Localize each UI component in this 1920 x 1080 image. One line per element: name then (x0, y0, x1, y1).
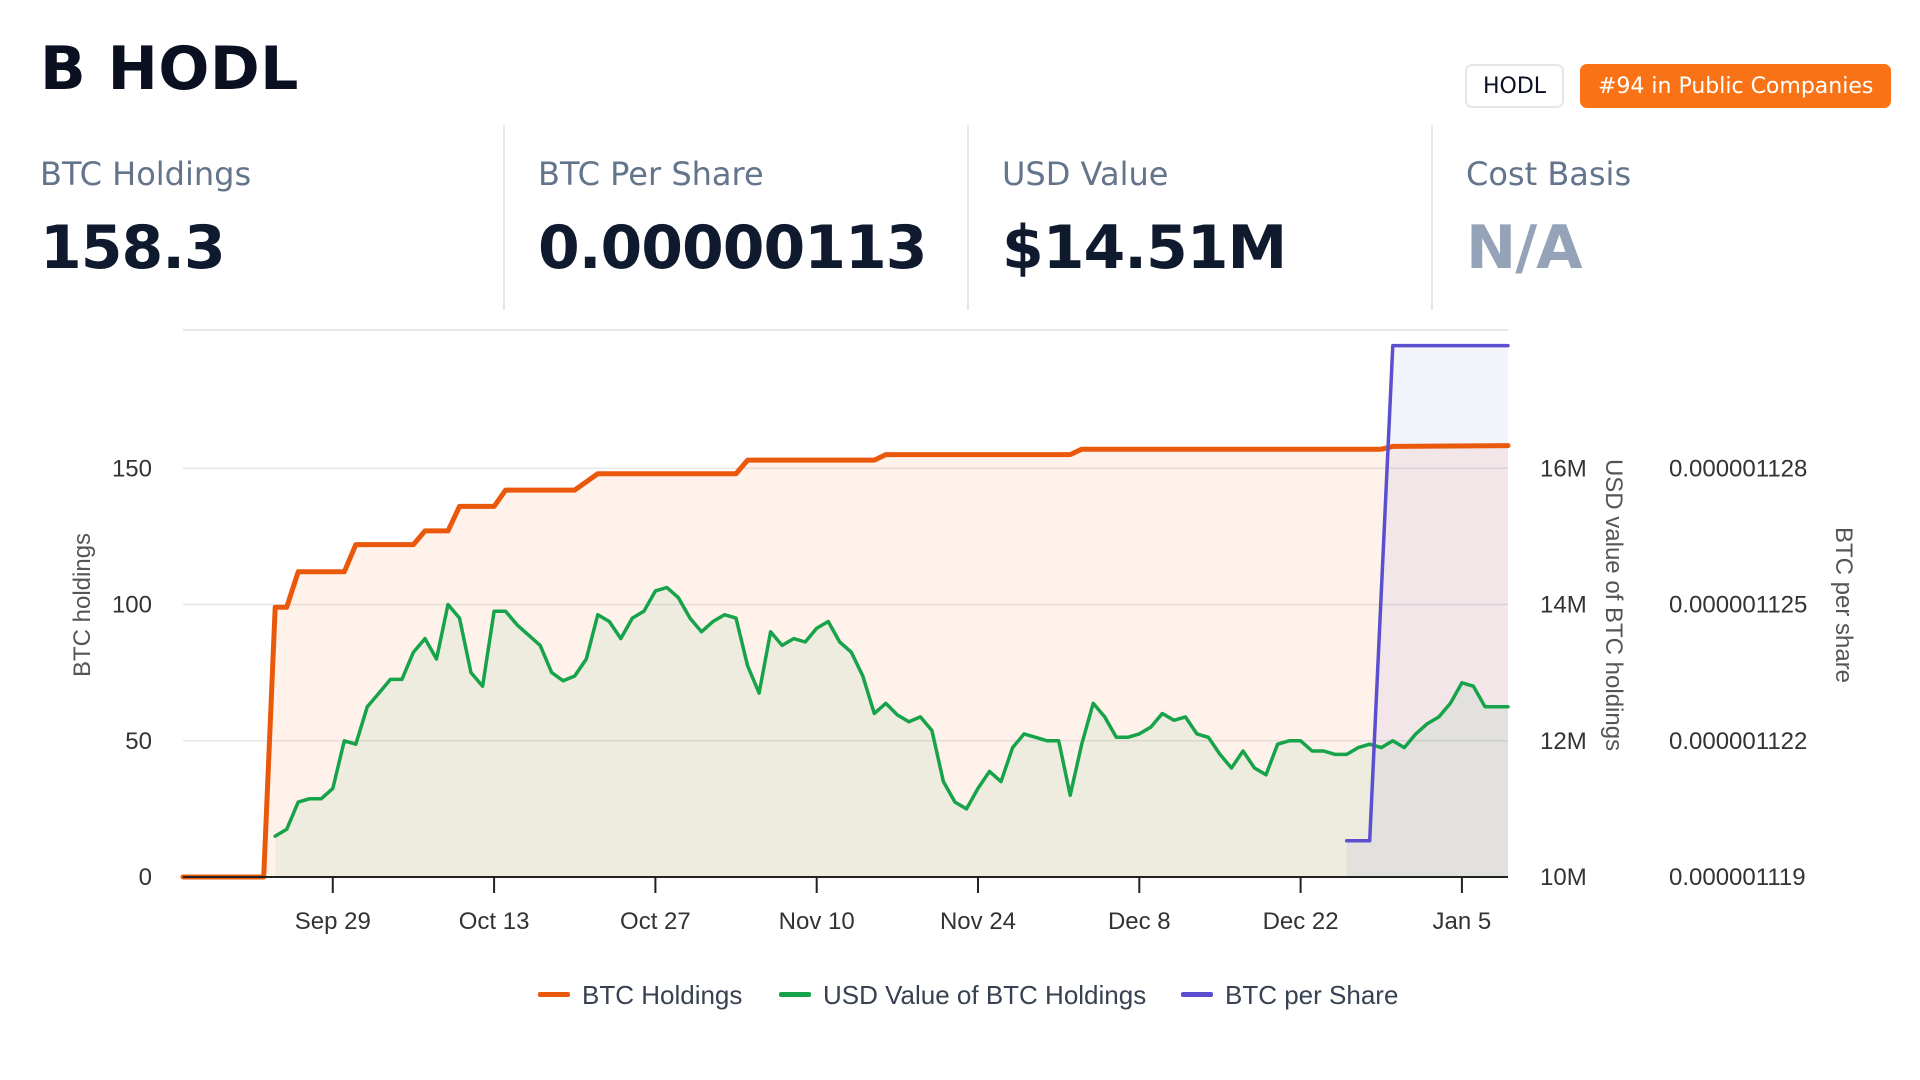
stat-label: USD Value (1002, 155, 1169, 193)
stat-divider (1431, 125, 1433, 310)
series-line-btc-holdings (180, 443, 1511, 880)
series-line-usd-value (273, 585, 1510, 838)
x-tick-label: Jan 5 (1433, 908, 1492, 935)
x-tick-label: Dec 22 (1263, 908, 1339, 935)
stat-divider (503, 125, 505, 310)
stat-divider (967, 125, 969, 310)
legend-label: BTC Holdings (582, 980, 743, 1010)
x-tick-label: Oct 27 (620, 908, 691, 935)
series-area-btc-holdings (183, 445, 1508, 877)
stat-value: 0.00000113 (538, 213, 928, 283)
y3-axis-title: BTC per share (1830, 527, 1857, 683)
legend-item-btc-holdings[interactable]: BTC Holdings (538, 980, 742, 1011)
series-area-usd-value (275, 587, 1509, 877)
stat-value: 158.3 (40, 213, 226, 283)
y-tick-label: 50 (125, 728, 152, 755)
x-tick-label: Nov 24 (940, 908, 1016, 935)
y2-axis-title: USD value of BTC holdings (1600, 459, 1627, 751)
rank-badge[interactable]: #94 in Public Companies (1580, 64, 1892, 108)
stat-value: N/A (1466, 213, 1583, 283)
y3-tick-label: 0.000001122 (1669, 728, 1807, 755)
x-tick-label: Oct 13 (459, 908, 530, 935)
legend-item-btc-per-share[interactable]: BTC per Share (1181, 980, 1398, 1011)
legend-swatch (538, 991, 570, 997)
page-title: B HODL (40, 34, 299, 104)
y3-tick-label: 0.000001128 (1669, 455, 1807, 482)
y2-tick-label: 16M (1540, 455, 1587, 482)
holdings-chart: 0 50 100 150 10M 12M 14M 16M 0.000001119 0.000001… (69, 329, 1857, 935)
chart-legend: BTC Holdings USD Value of BTC Holdings B… (0, 980, 1920, 1010)
x-tick-label: Dec 8 (1108, 908, 1171, 935)
y2-tick-label: 10M (1540, 864, 1587, 891)
y-tick-label: 100 (112, 592, 152, 619)
stat-label: Cost Basis (1466, 155, 1632, 193)
legend-swatch (779, 991, 811, 997)
x-tick-label: Sep 29 (295, 908, 371, 935)
stat-value: $14.51M (1002, 213, 1287, 283)
y-tick-label: 0 (139, 864, 152, 891)
stat-label: BTC Holdings (40, 155, 252, 193)
legend-label: BTC per Share (1225, 980, 1399, 1010)
y2-tick-label: 14M (1540, 592, 1587, 619)
x-tick-label: Nov 10 (779, 908, 855, 935)
y3-tick-label: 0.000001125 (1669, 592, 1807, 619)
series-line-btc-per-share (1344, 343, 1510, 843)
stat-label: BTC Per Share (538, 155, 764, 193)
legend-label: USD Value of BTC Holdings (823, 980, 1147, 1010)
y3-tick-label: 0.000001119 (1669, 864, 1806, 891)
y-axis-title: BTC holdings (69, 533, 96, 677)
y-tick-label: 150 (112, 455, 152, 482)
y2-tick-label: 12M (1540, 728, 1587, 755)
ticker-badge[interactable]: HODL (1465, 64, 1565, 108)
legend-swatch (1181, 991, 1213, 997)
legend-item-usd-value[interactable]: USD Value of BTC Holdings (779, 980, 1146, 1011)
